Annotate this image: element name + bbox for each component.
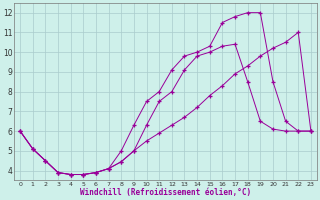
X-axis label: Windchill (Refroidissement éolien,°C): Windchill (Refroidissement éolien,°C) — [80, 188, 251, 197]
